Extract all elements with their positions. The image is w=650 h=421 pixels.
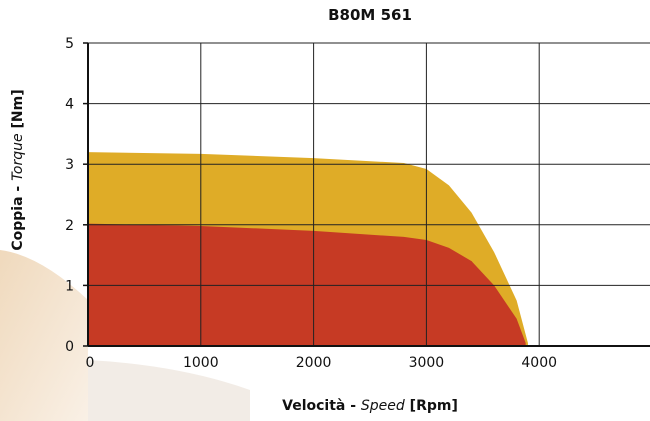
y-axis-label: Coppia - Torque [Nm] [10,40,26,300]
y-tick-label: 2 [65,218,74,234]
chart-title: B80M 561 [328,6,412,24]
y-tick-label: 5 [65,36,74,52]
x-axis-label: Velocità - Speed [Rpm] [88,398,650,414]
y-axis-label-unit: [Nm] [10,89,26,134]
x-tick-label: 1000 [183,355,219,371]
y-tick-label: 0 [65,339,74,355]
y-axis-label-main: Coppia [10,196,26,251]
y-axis-label-italic: Torque [10,133,26,181]
x-axis-label-separator: - [345,398,361,414]
y-axis-label-separator: - [10,180,26,197]
x-tick-label: 2000 [296,355,332,371]
x-tick-label: 4000 [521,355,557,371]
x-axis-label-main: Velocità [282,398,346,414]
x-axis-label-italic: Speed [360,398,405,414]
y-tick-label: 1 [65,278,74,294]
series-area-2 [88,223,526,346]
x-tick-label: 0 [86,355,95,371]
x-tick-label: 3000 [409,355,445,371]
y-tick-label: 3 [65,157,74,173]
y-tick-label: 4 [65,97,74,113]
x-axis-label-unit: [Rpm] [404,398,458,414]
